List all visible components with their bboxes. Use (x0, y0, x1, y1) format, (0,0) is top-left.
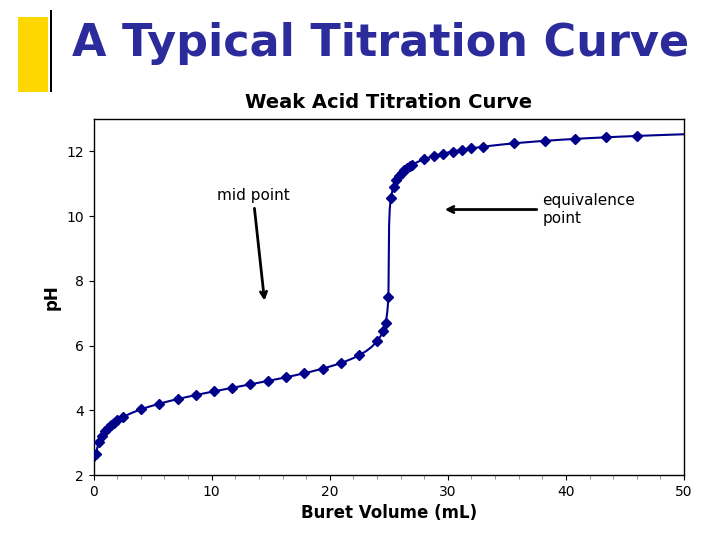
X-axis label: Buret Volume (mL): Buret Volume (mL) (301, 504, 477, 523)
Bar (50, 10, 52, 92)
Title: Weak Acid Titration Curve: Weak Acid Titration Curve (246, 93, 532, 112)
Text: A Typical Titration Curve: A Typical Titration Curve (72, 22, 689, 65)
Text: equivalence
point: equivalence point (448, 193, 635, 226)
Bar (18, 17, 48, 92)
Y-axis label: pH: pH (42, 284, 60, 310)
Text: mid point: mid point (217, 188, 289, 298)
